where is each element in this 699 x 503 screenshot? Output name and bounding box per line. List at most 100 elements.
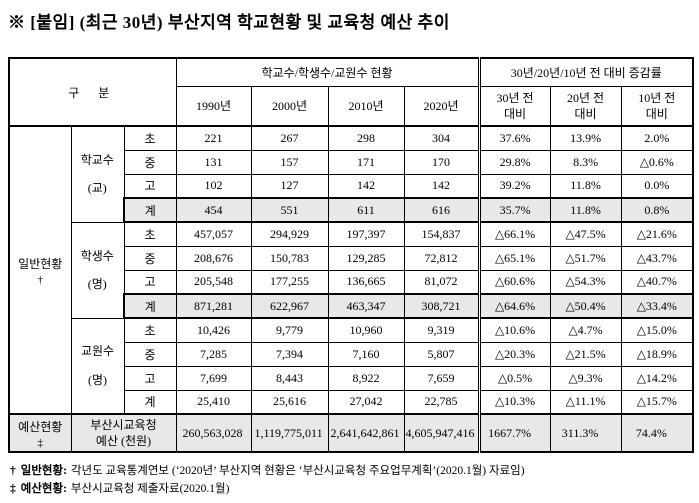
table-row-total: 계 454 551 611 616 35.7% 11.8% 0.8% — [9, 197, 694, 223]
table-row: 학생수 (명) 초 457,057 294,929 197,397 154,83… — [9, 221, 694, 319]
header-year-1990: 1990년 — [175, 85, 252, 127]
pct-cell: △15.7% — [620, 389, 694, 415]
table-row: 계 25,410 25,616 27,042 22,785 △10.3% △11… — [9, 389, 694, 415]
pct-cell: 8.3% — [549, 149, 622, 175]
header-change-30y: 30년 전 대비 — [477, 85, 551, 127]
num-cell: 622,967 — [250, 293, 329, 319]
level-cell: 초 — [123, 221, 177, 247]
pct-cell: △9.3% — [549, 365, 622, 391]
num-cell: 7,699 — [175, 365, 252, 391]
pct-cell: 311.3% — [549, 413, 622, 453]
num-cell: 7,659 — [403, 365, 480, 391]
footnote-label: 예산현황: — [20, 483, 67, 495]
num-cell: 308,721 — [403, 293, 480, 319]
pct-cell: 1667.7% — [477, 413, 551, 453]
row-group-general: 일반현황 † — [8, 125, 72, 415]
pct-cell: △54.3% — [549, 269, 622, 295]
num-cell: 4,605,947,416 — [403, 413, 480, 453]
num-cell: 27,042 — [327, 389, 405, 415]
num-cell: 154,837 — [403, 221, 480, 247]
section-student-count: 학생수 (명) — [70, 221, 125, 319]
num-cell: 454 — [175, 197, 252, 223]
footnote-general: † 일반현황: 각년도 교육통계연보 (‘2020년’ 부산지역 현황은 ‘부산시교… — [10, 462, 699, 480]
num-cell: 170 — [403, 149, 480, 175]
row-group-budget: 예산현황 ‡ — [8, 413, 72, 453]
pct-cell: △20.3% — [477, 341, 551, 367]
header-status-group: 학교수/학생수/교원수 현황 — [175, 57, 480, 87]
num-cell: 8,922 — [327, 365, 405, 391]
num-cell: 25,410 — [175, 389, 252, 415]
budget-footnote-mark: ‡ — [37, 436, 44, 449]
pct-cell: △11.1% — [549, 389, 622, 415]
table-row: 교원수 (명) 초 10,426 9,779 10,960 9,319 △10.… — [9, 317, 694, 415]
num-cell: 9,319 — [403, 317, 480, 343]
header-change-20y: 20년 전 대비 — [549, 85, 622, 127]
section-label: 학교수 — [80, 152, 114, 167]
num-cell: 81,072 — [403, 269, 480, 295]
pct-cell: △10.6% — [477, 317, 551, 343]
footnotes: † 일반현황: 각년도 교육통계연보 (‘2020년’ 부산지역 현황은 ‘부산시교… — [10, 462, 699, 498]
num-cell: 7,285 — [175, 341, 252, 367]
footnote-text: 각년도 교육통계연보 (‘2020년’ 부산지역 현황은 ‘부산시교육청 주요업… — [70, 465, 525, 477]
pct-cell: 35.7% — [477, 197, 551, 223]
pct-cell: △21.5% — [549, 341, 622, 367]
section-unit: (교) — [87, 181, 107, 196]
footnote-text: 부산시교육청 제출자료(2020.1월) — [70, 483, 230, 495]
pct-cell: 13.9% — [549, 125, 622, 151]
budget-label: 예산현황 — [18, 419, 63, 434]
pct-cell: △0.5% — [477, 365, 551, 391]
pct-cell: △18.9% — [620, 341, 694, 367]
level-cell: 계 — [122, 293, 177, 319]
num-cell: 142 — [327, 173, 405, 199]
pct-cell: △64.6% — [477, 293, 551, 319]
pct-cell: △51.7% — [549, 245, 622, 271]
pct-cell: △66.1% — [477, 221, 551, 247]
pct-cell: △33.4% — [620, 293, 694, 319]
section-unit: (명) — [87, 372, 108, 387]
pct-cell: 74.4% — [620, 413, 694, 453]
num-cell: 150,783 — [250, 245, 329, 271]
num-cell: 2,641,642,861 — [327, 413, 405, 453]
num-cell: 5,807 — [403, 341, 480, 367]
num-cell: 205,548 — [175, 269, 252, 295]
pct-cell: △0.6% — [620, 149, 694, 175]
num-cell: 197,397 — [327, 221, 405, 247]
general-label: 일반현황 — [18, 256, 63, 271]
section-label: 학생수 — [80, 248, 114, 263]
num-cell: 221 — [175, 125, 252, 151]
level-cell: 고 — [123, 269, 177, 295]
pct-cell: △10.3% — [477, 389, 551, 415]
header-gubun: 구 분 — [8, 57, 177, 127]
header-year-2000: 2000년 — [250, 85, 329, 127]
level-cell: 계 — [122, 197, 177, 223]
table-row: 일반현황 † 학교수 (교) 초 221 267 298 304 37.6% 1… — [8, 125, 694, 415]
pct-cell: 29.8% — [477, 149, 551, 175]
dagger-icon: † — [10, 465, 16, 477]
general-footnote-mark: † — [37, 273, 44, 286]
pct-cell: 0.0% — [620, 173, 694, 199]
pct-cell: △4.7% — [549, 317, 622, 343]
page-title: ※ [붙임] (최근 30년) 부산지역 학교현황 및 교육청 예산 추이 — [8, 13, 450, 32]
pct-cell: 0.8% — [620, 197, 694, 223]
num-cell: 616 — [403, 197, 480, 223]
pct-cell: 37.6% — [477, 125, 551, 151]
pct-cell: △15.0% — [620, 317, 694, 343]
num-cell: 298 — [327, 125, 405, 151]
table-row-total: 계 871,281 622,967 463,347 308,721 △64.6%… — [9, 293, 694, 319]
num-cell: 25,616 — [250, 389, 329, 415]
pct-cell: △43.7% — [620, 245, 694, 271]
num-cell: 136,665 — [327, 269, 405, 295]
num-cell: 463,347 — [327, 293, 405, 319]
level-cell: 고 — [123, 173, 177, 199]
level-cell: 중 — [123, 245, 177, 271]
level-cell: 계 — [123, 389, 177, 415]
school-budget-table: 구 분 학교수/학생수/교원수 현황 30년/20년/10년 전 대비 증감률 … — [8, 57, 695, 453]
double-dagger-icon: ‡ — [10, 483, 16, 495]
num-cell: 131 — [175, 149, 252, 175]
header-change-10y: 10년 전 대비 — [620, 85, 694, 127]
level-cell: 중 — [123, 341, 177, 367]
table-row: 고 205,548 177,255 136,665 81,072 △60.6% … — [9, 269, 694, 295]
num-cell: 260,563,028 — [175, 413, 252, 453]
num-cell: 157 — [250, 149, 329, 175]
table-row: 중 7,285 7,394 7,160 5,807 △20.3% △21.5% … — [9, 341, 694, 367]
